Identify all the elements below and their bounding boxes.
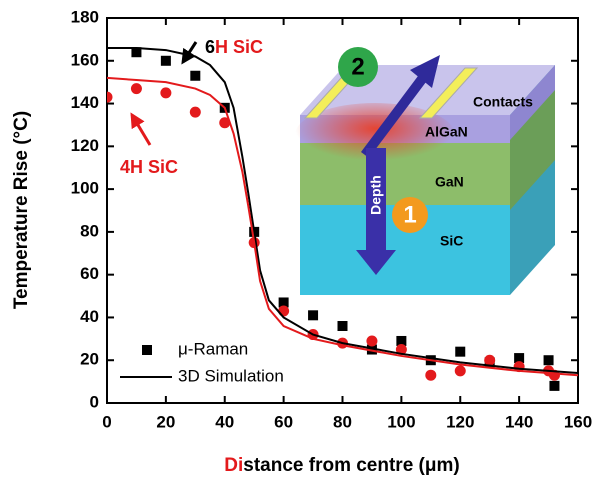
data-point bbox=[455, 365, 466, 376]
data-point bbox=[544, 355, 554, 365]
annotation-arrow bbox=[132, 115, 150, 145]
y-axis-title: Temperature Rise (°C) bbox=[11, 111, 32, 309]
data-point bbox=[455, 347, 465, 357]
y-tick-label: 80 bbox=[80, 221, 99, 240]
data-point bbox=[102, 92, 113, 103]
data-point bbox=[190, 71, 200, 81]
annotation-arrow bbox=[183, 42, 196, 62]
y-tick-label: 20 bbox=[80, 350, 99, 369]
x-tick-label: 40 bbox=[215, 412, 234, 431]
x-tick-label: 0 bbox=[102, 412, 111, 431]
x-tick-label: 120 bbox=[446, 412, 474, 431]
x-tick-label: 140 bbox=[505, 412, 533, 431]
y-tick-label: 180 bbox=[71, 7, 99, 26]
data-point bbox=[484, 355, 495, 366]
marker-label: 1 bbox=[403, 201, 416, 228]
data-point bbox=[190, 107, 201, 118]
data-point bbox=[278, 306, 289, 317]
data-point bbox=[161, 56, 171, 66]
x-tick-label: 80 bbox=[333, 412, 352, 431]
legend-label: 3D Simulation bbox=[178, 366, 284, 385]
x-tick-label: 100 bbox=[387, 412, 415, 431]
inset-diagram: 2 1 Contacts AlGaN GaN SiC Depth bbox=[295, 47, 555, 295]
text-part: 4H SiC bbox=[120, 157, 178, 177]
data-point bbox=[160, 87, 171, 98]
marker-label: 2 bbox=[351, 53, 364, 80]
layer-label: Contacts bbox=[473, 94, 533, 110]
data-point bbox=[131, 83, 142, 94]
text-part: stance from centre (μm) bbox=[243, 455, 459, 476]
x-axis-title: Distance from centre (μm) bbox=[224, 455, 459, 476]
chart: 2 1 Contacts AlGaN GaN SiC Depth Tempera… bbox=[0, 0, 600, 480]
x-tick-label: 160 bbox=[564, 412, 592, 431]
annotation: 6H SiC bbox=[205, 37, 263, 57]
y-tick-label: 140 bbox=[71, 93, 99, 112]
depth-label: Depth bbox=[368, 175, 384, 215]
data-point bbox=[549, 381, 559, 391]
y-tick-label: 40 bbox=[80, 307, 99, 326]
layer-label: GaN bbox=[435, 174, 464, 190]
y-tick-label: 60 bbox=[80, 264, 99, 283]
data-point bbox=[338, 321, 348, 331]
legend-marker bbox=[142, 345, 152, 355]
y-tick-label: 0 bbox=[90, 392, 99, 411]
y-tick-label: 100 bbox=[71, 179, 99, 198]
text-part: H SiC bbox=[215, 37, 263, 57]
y-tick-label: 160 bbox=[71, 50, 99, 69]
data-point bbox=[366, 335, 377, 346]
text-part: Di bbox=[224, 455, 243, 476]
layer-label: AlGaN bbox=[425, 124, 468, 140]
text-part: 6 bbox=[205, 37, 215, 57]
data-point bbox=[425, 370, 436, 381]
annotation: 4H SiC bbox=[120, 157, 178, 177]
layer-label: SiC bbox=[440, 233, 463, 249]
data-point bbox=[308, 310, 318, 320]
x-tick-label: 20 bbox=[156, 412, 175, 431]
legend-label: μ-Raman bbox=[178, 339, 248, 358]
x-tick-label: 60 bbox=[274, 412, 293, 431]
y-tick-label: 120 bbox=[71, 136, 99, 155]
